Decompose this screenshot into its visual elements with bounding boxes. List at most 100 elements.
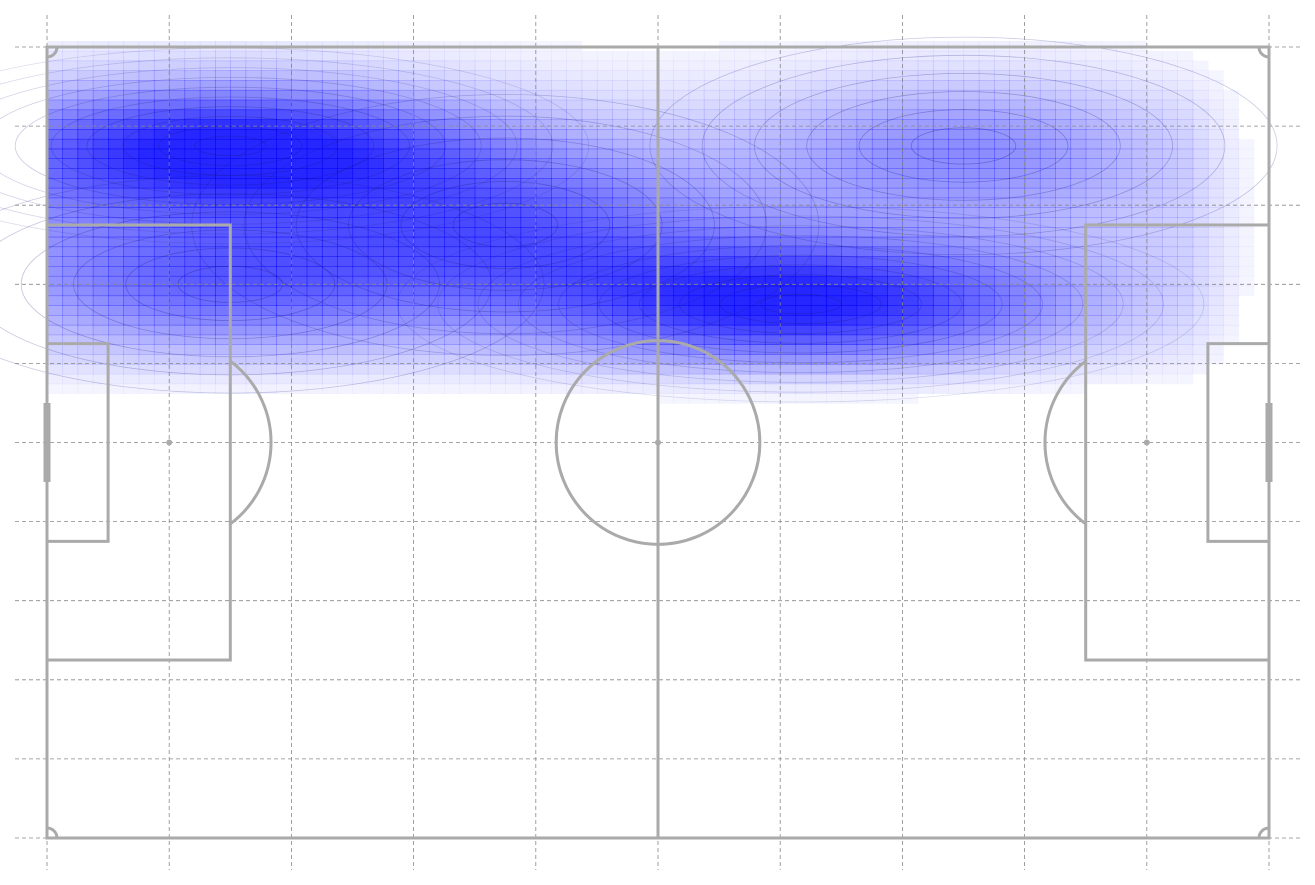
density-cell <box>688 80 705 91</box>
density-cell <box>398 275 415 287</box>
density-cell <box>474 129 491 140</box>
density-cell <box>749 138 766 150</box>
density-cell <box>184 168 201 179</box>
density-cell <box>321 227 338 238</box>
density-cell <box>780 334 797 345</box>
density-cell <box>138 197 155 208</box>
density-cell <box>1146 178 1163 189</box>
density-cell <box>505 138 522 150</box>
density-cell <box>92 354 109 365</box>
density-cell <box>1024 383 1041 394</box>
density-cell <box>215 354 231 365</box>
density-cell <box>276 256 292 267</box>
density-cell <box>581 373 598 385</box>
pitch-markings <box>43 45 1273 840</box>
density-cell <box>352 197 369 208</box>
density-cell <box>92 148 109 159</box>
density-cell <box>1146 197 1163 208</box>
density-cell <box>1070 344 1087 355</box>
density-cell <box>245 227 262 238</box>
density-cell <box>153 324 170 336</box>
density-cell <box>612 60 629 71</box>
density-cell <box>153 373 170 385</box>
density-cell <box>1207 227 1224 238</box>
density-cell <box>1101 197 1117 208</box>
density-cell <box>551 129 567 140</box>
density-cell <box>1070 187 1087 199</box>
density-cell <box>963 197 980 208</box>
density-cell <box>123 383 140 394</box>
density-cell <box>474 373 491 385</box>
density-cell <box>138 109 155 120</box>
density-cell <box>1177 236 1194 248</box>
density-cell <box>1039 285 1056 297</box>
density-cell <box>703 246 720 257</box>
density-cell <box>826 129 842 140</box>
density-cell <box>1055 344 1072 355</box>
density-cell <box>520 227 537 238</box>
density-cell <box>642 138 659 150</box>
density-cell <box>490 197 506 208</box>
density-cell <box>1238 178 1255 189</box>
density-cell <box>321 256 338 267</box>
density-cell <box>92 60 109 71</box>
density-cell <box>1177 148 1194 159</box>
density-cell <box>47 119 63 130</box>
density-cell <box>1070 50 1087 62</box>
density-cell <box>367 60 384 71</box>
density-cell <box>1192 129 1209 140</box>
density-cell <box>1162 285 1178 297</box>
density-cell <box>1146 256 1163 267</box>
density-cell <box>474 60 491 71</box>
density-cell <box>978 197 995 208</box>
density-cell <box>62 148 79 159</box>
density-cell <box>826 187 842 199</box>
density-cell <box>215 315 231 326</box>
density-cell <box>77 197 94 208</box>
density-cell <box>459 60 476 71</box>
density-cell <box>1085 246 1102 257</box>
density-cell <box>871 236 888 248</box>
density-cell <box>92 158 109 169</box>
density-cell <box>612 217 629 228</box>
density-cell <box>871 109 888 120</box>
density-cell <box>535 217 552 228</box>
density-cell <box>47 50 63 62</box>
density-cell <box>459 178 476 189</box>
density-cell <box>169 60 186 71</box>
density-cell <box>337 256 354 267</box>
density-cell <box>291 178 308 189</box>
density-cell <box>490 236 506 248</box>
density-cell <box>612 246 629 257</box>
density-cell <box>627 275 644 287</box>
density-cell <box>948 207 965 218</box>
density-cell <box>826 158 842 169</box>
density-cell <box>856 275 873 287</box>
density-cell <box>1101 373 1117 385</box>
density-cell <box>490 109 506 120</box>
density-cell <box>719 354 735 365</box>
density-cell <box>856 285 873 297</box>
density-cell <box>596 256 613 267</box>
density-cell <box>887 393 903 404</box>
density-cell <box>978 187 995 199</box>
density-cell <box>810 158 827 169</box>
density-cell <box>291 207 308 218</box>
density-cell <box>642 275 659 287</box>
density-cell <box>352 246 369 257</box>
density-contour <box>0 77 482 215</box>
density-cell <box>658 295 674 306</box>
density-cell <box>490 217 506 228</box>
density-cell <box>383 60 399 71</box>
density-cell <box>367 80 384 91</box>
density-cell <box>764 373 781 385</box>
density-cell <box>688 275 705 287</box>
density-cell <box>1101 168 1117 179</box>
density-cell <box>871 158 888 169</box>
density-cell <box>230 99 247 111</box>
density-cell <box>169 295 186 306</box>
density-cell <box>47 295 63 306</box>
density-cell <box>184 50 201 62</box>
density-cell <box>932 168 949 179</box>
density-cell <box>490 60 506 71</box>
